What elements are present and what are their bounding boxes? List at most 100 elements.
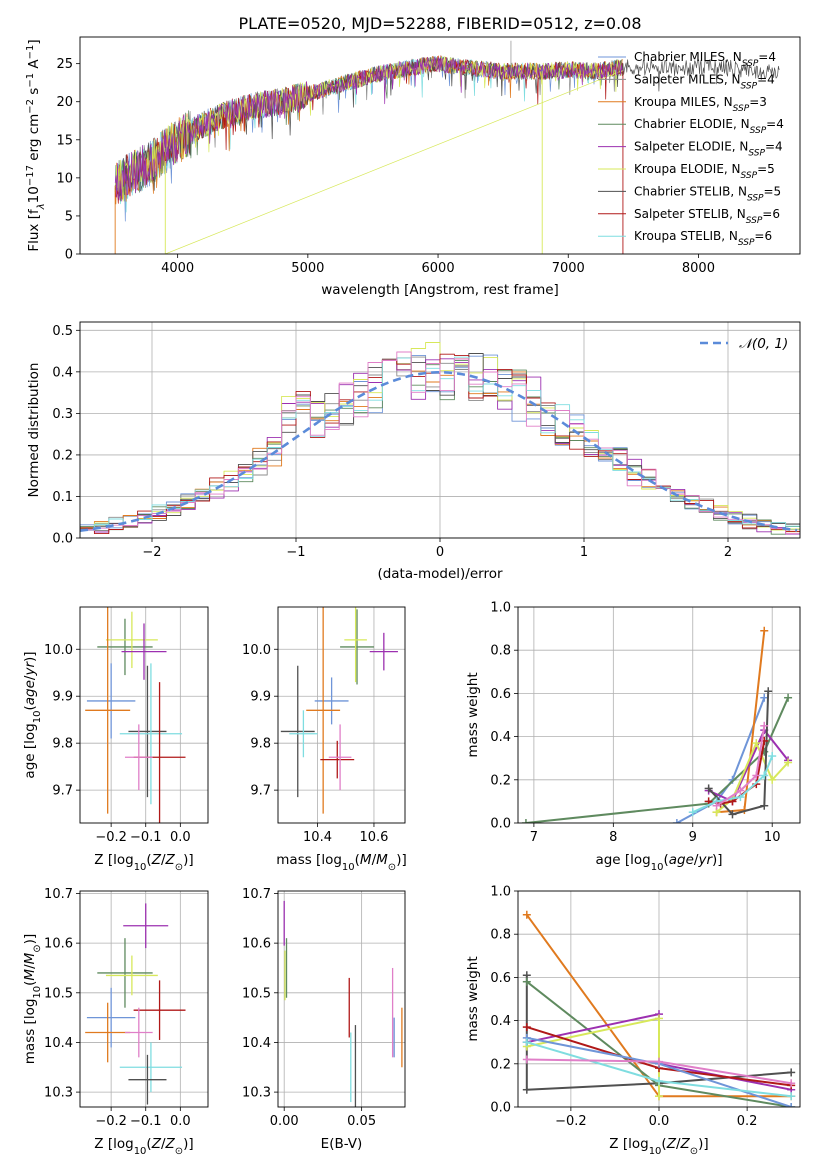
series-marker xyxy=(728,810,737,819)
y-tick-label: 10.4 xyxy=(242,1036,271,1051)
series-marker xyxy=(522,977,531,986)
x-tick-label: 6000 xyxy=(422,261,455,276)
y-tick-label: 10.4 xyxy=(44,1036,73,1051)
series-marker xyxy=(655,1057,663,1066)
series-marker xyxy=(521,819,530,823)
x-tick-label: 10.6 xyxy=(359,830,388,845)
y-tick-label: 10.6 xyxy=(242,937,271,952)
axes-frame xyxy=(277,606,406,824)
x-tick-label: 0.0 xyxy=(170,830,191,845)
x-axis-label: age [log10(age/yr)] xyxy=(595,852,722,873)
series-marker xyxy=(760,626,769,635)
y-tick-label: 1.0 xyxy=(490,601,511,616)
series-marker xyxy=(712,801,721,810)
error-bar-point xyxy=(119,1042,183,1093)
series-marker xyxy=(752,739,761,748)
error-bar-point xyxy=(344,607,367,683)
y-tick-label: 0.2 xyxy=(490,773,511,788)
series-marker xyxy=(787,1103,796,1107)
x-tick-label: 1 xyxy=(580,545,588,560)
y-tick-label: 10 xyxy=(56,171,73,186)
series-marker xyxy=(784,758,793,767)
error-bar-point xyxy=(123,903,169,949)
error-bar-point xyxy=(121,623,167,680)
x-tick-label: 8000 xyxy=(682,261,715,276)
plot-area xyxy=(80,607,208,823)
legend-entry: Kroupa STELIB, NSSP=6 xyxy=(634,229,772,248)
axes-frame xyxy=(79,606,209,824)
mass-vs-ebv-chart: 0.00 0.05 10.3 10.4 10.5 10.6 10.7 E(B-V) xyxy=(242,887,406,1152)
series-line xyxy=(708,729,789,803)
plot-area xyxy=(80,322,800,538)
x-tick-label: 0.0 xyxy=(170,1114,191,1129)
x-tick-label: 0.2 xyxy=(737,1114,758,1129)
spectrum-line xyxy=(114,56,624,202)
y-tick-label: 0.3 xyxy=(52,407,73,422)
x-axis-label: wavelength [Angstrom, rest frame] xyxy=(321,282,559,298)
x-tick-label: −1 xyxy=(286,545,305,560)
y-tick-label: 25 xyxy=(56,57,73,72)
y-tick-label: 0.4 xyxy=(490,1014,511,1029)
y-tick-label: 0.8 xyxy=(490,928,511,943)
y-tick-label: 0.2 xyxy=(490,1057,511,1072)
series-marker xyxy=(655,1014,663,1023)
x-tick-label: −0.2 xyxy=(95,830,127,845)
error-bar-point xyxy=(119,663,183,805)
series-marker xyxy=(760,721,769,730)
axes-frame xyxy=(517,890,801,1108)
y-tick-label: 0.2 xyxy=(52,448,73,463)
series-marker xyxy=(764,687,773,696)
error-bar-point xyxy=(369,632,398,671)
error-bar-point xyxy=(105,955,158,996)
x-tick-label: 0.0 xyxy=(649,1114,670,1129)
series-marker xyxy=(655,1077,663,1086)
y-axis-label: age [log10(age/yr)] xyxy=(22,651,43,778)
y-tick-label: 10.7 xyxy=(242,887,271,902)
legend-entry: Salpeter STELIB, NSSP=6 xyxy=(634,207,780,226)
residual-histogram-chart: −2 −1 0 1 2 0.0 0.1 0.2 0.3 0.4 0.5 𝒩(0, 1) (data-mo… xyxy=(26,321,801,582)
series-marker xyxy=(768,775,777,784)
y-tick-label: 10.7 xyxy=(44,887,73,902)
x-tick-label: −0.2 xyxy=(95,1114,127,1129)
y-tick-label: 1.0 xyxy=(490,885,511,900)
y-tick-label: 0.1 xyxy=(52,490,73,505)
x-tick-label: 5000 xyxy=(291,261,324,276)
y-tick-label: 0.5 xyxy=(52,324,73,339)
x-tick-label: 10.4 xyxy=(303,830,332,845)
error-bar-point xyxy=(133,980,186,1040)
y-tick-label: 10.6 xyxy=(44,937,73,952)
series-marker xyxy=(522,1023,531,1032)
mass-weight-vs-metallicity-chart: −0.2 0.0 0.2 0.0 0.2 0.4 0.6 0.8 1.0 Z [log10(Z/Z… xyxy=(465,885,801,1157)
y-tick-label: 10.0 xyxy=(242,643,271,658)
series-marker xyxy=(522,910,531,919)
figure-title: PLATE=0520, MJD=52288, FIBERID=0512, z=0… xyxy=(238,14,641,33)
series-marker xyxy=(784,693,793,702)
series-marker xyxy=(522,1085,531,1094)
series-marker xyxy=(522,1038,531,1047)
series-marker xyxy=(787,1068,796,1077)
y-axis-label: mass weight xyxy=(465,672,481,757)
axes-frame xyxy=(79,36,801,255)
y-tick-label: 0.8 xyxy=(490,644,511,659)
x-tick-label: 0.00 xyxy=(270,1114,299,1129)
x-tick-label: 0 xyxy=(436,545,444,560)
x-tick-label: 8 xyxy=(609,830,617,845)
y-tick-label: 9.7 xyxy=(52,784,73,799)
x-tick-label: 4000 xyxy=(161,261,194,276)
error-bar-point xyxy=(85,607,131,814)
series-line xyxy=(716,725,766,807)
error-bar-point xyxy=(328,724,352,791)
legend-entry: Chabrier STELIB, NSSP=5 xyxy=(634,184,781,203)
error-bar-point xyxy=(128,665,167,798)
spectrum-chart: 4000 5000 6000 7000 8000 0 5 10 15 20 25 wavelength… xyxy=(25,36,801,298)
y-tick-label: 10.3 xyxy=(242,1086,271,1101)
mass-weight-vs-age-chart: 7 8 9 10 0.0 0.2 0.4 0.6 0.8 1.0 age [log10(age/yr… xyxy=(465,601,801,873)
x-tick-label: 2 xyxy=(724,545,732,560)
series-marker xyxy=(752,771,761,780)
series-marker xyxy=(522,1055,531,1064)
x-tick-label: −0.1 xyxy=(130,1114,162,1129)
y-tick-label: 15 xyxy=(56,133,73,148)
x-tick-label: 7 xyxy=(530,830,538,845)
x-axis-label: Z [log10(Z/Z⊙)] xyxy=(94,1136,193,1157)
